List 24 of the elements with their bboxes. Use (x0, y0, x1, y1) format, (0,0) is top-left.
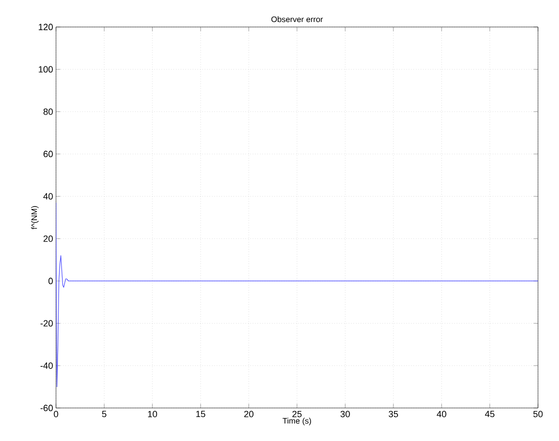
x-tick-label: 45 (484, 410, 494, 418)
y-tick-label: -40 (40, 362, 53, 369)
chart-title: Observer error (271, 16, 323, 22)
x-tick-label: 35 (388, 410, 398, 418)
x-tick-label: 15 (196, 410, 206, 418)
x-tick-label: 10 (148, 410, 158, 418)
x-tick-label: 25 (292, 410, 302, 418)
y-tick-label: 80 (44, 108, 53, 115)
y-tick-label: -60 (40, 404, 53, 412)
y-tick-label: 100 (38, 66, 53, 73)
x-tick-label: 5 (102, 410, 106, 418)
x-tick-label: 50 (533, 410, 543, 418)
x-tick-label: 0 (54, 410, 58, 418)
x-tick-label: 20 (244, 410, 254, 418)
y-tick-label: 0 (48, 278, 53, 284)
x-tick-label: 30 (340, 410, 350, 418)
y-axis-title: f^(NM) (31, 206, 39, 230)
y-tick-label: 120 (38, 24, 53, 30)
y-tick-label: 60 (44, 150, 53, 158)
y-tick-label: 40 (43, 193, 53, 200)
x-axis-title: Time (s) (282, 418, 312, 426)
x-tick-label: 40 (436, 410, 446, 418)
y-tick-label: -20 (40, 320, 53, 327)
y-tick-label: 20 (44, 235, 53, 242)
